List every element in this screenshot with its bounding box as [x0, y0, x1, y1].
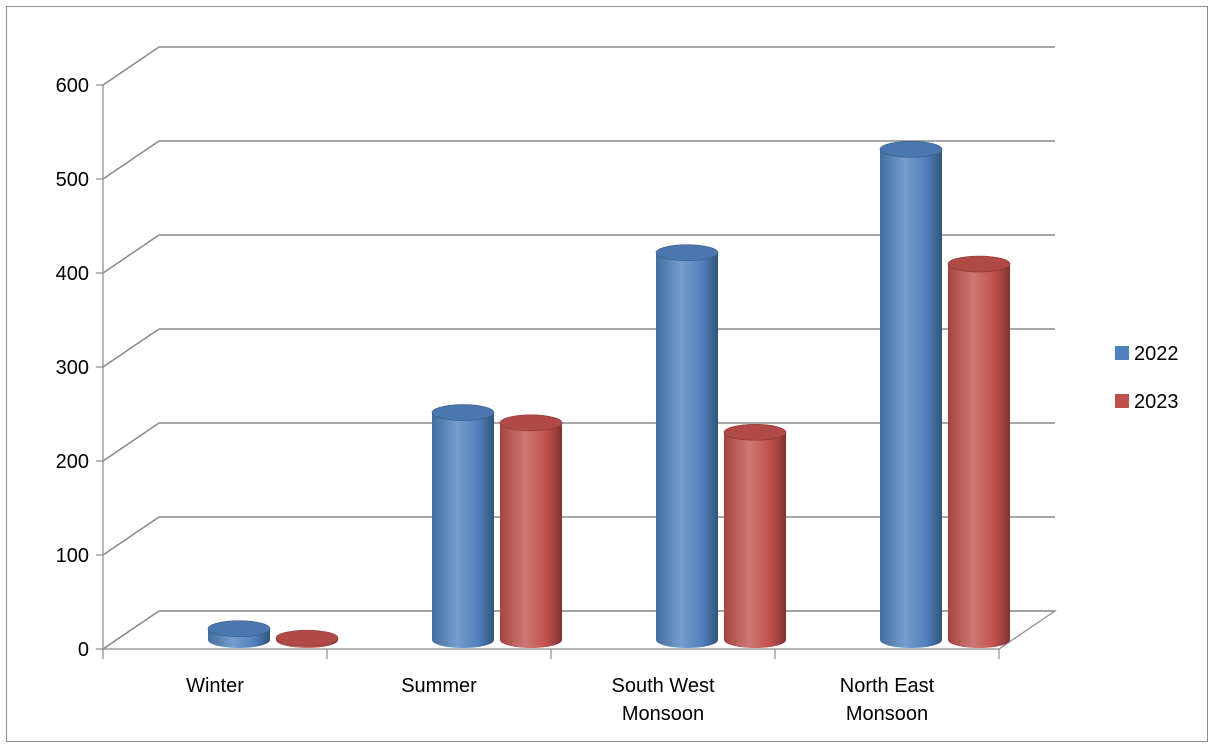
- bar-2022-south-west-monsoon: [655, 244, 719, 648]
- y-tick-label: 0: [78, 639, 89, 661]
- bar-top: [499, 414, 563, 432]
- legend-label: 2022: [1134, 343, 1179, 365]
- bar-body: [432, 412, 494, 648]
- bar-top: [431, 404, 495, 421]
- bar-top: [275, 629, 339, 647]
- bar-top: [947, 255, 1011, 273]
- y-tick-label: 400: [56, 263, 89, 285]
- gridline: [102, 234, 1055, 274]
- bar-body: [500, 422, 562, 648]
- category-label: Winter: [186, 675, 244, 697]
- legend-swatch: [1115, 394, 1129, 408]
- bar-top: [207, 620, 271, 638]
- category-label: Summer: [401, 675, 477, 697]
- bar-2022-summer: [431, 404, 495, 648]
- legend-item-2022: 2022: [1115, 343, 1179, 365]
- legend: 2022 2023: [1115, 343, 1179, 413]
- legend-label: 2023: [1134, 391, 1179, 413]
- legend-swatch: [1115, 346, 1129, 360]
- gridline: [102, 422, 1055, 462]
- category-label: South West Monsoon: [611, 675, 714, 725]
- gridline: [102, 46, 1055, 86]
- bars: [207, 141, 1011, 648]
- gridlines: [102, 46, 1055, 650]
- x-axis-category-labels: Winter Summer South West Monsoon North East M…: [186, 675, 935, 725]
- bar-top: [879, 141, 943, 158]
- y-tick-label: 100: [56, 545, 89, 567]
- bar-body: [724, 432, 786, 648]
- gridline: [102, 328, 1055, 368]
- bar-2023-north-east-monsoon: [947, 255, 1011, 648]
- bar-top: [655, 244, 719, 262]
- legend-item-2023: 2023: [1115, 391, 1179, 413]
- category-label: North East Monsoon: [840, 675, 935, 725]
- gridline: [102, 140, 1055, 180]
- bar-top: [723, 423, 787, 441]
- y-tick-label: 500: [56, 169, 89, 191]
- bar-2022-winter: [207, 620, 271, 648]
- bar-2023-winter: [275, 629, 339, 648]
- y-tick-label: 600: [56, 75, 89, 97]
- bar-2023-south-west-monsoon: [723, 423, 787, 648]
- bar-body: [948, 264, 1010, 648]
- bar-2023-summer: [499, 414, 563, 648]
- axes: [96, 84, 1000, 659]
- bar-body: [880, 149, 942, 648]
- y-axis-tick-labels: 0 100 200 300 400 500 600: [56, 75, 89, 661]
- bar-body: [656, 252, 718, 648]
- y-tick-label: 200: [56, 451, 89, 473]
- chart-frame: 0 100 200 300 400 500 600 Winter Summer South We…: [6, 6, 1208, 742]
- bar-chart: 0 100 200 300 400 500 600 Winter Summer South We…: [56, 46, 1179, 725]
- bar-2022-north-east-monsoon: [879, 141, 943, 648]
- y-tick-label: 300: [56, 357, 89, 379]
